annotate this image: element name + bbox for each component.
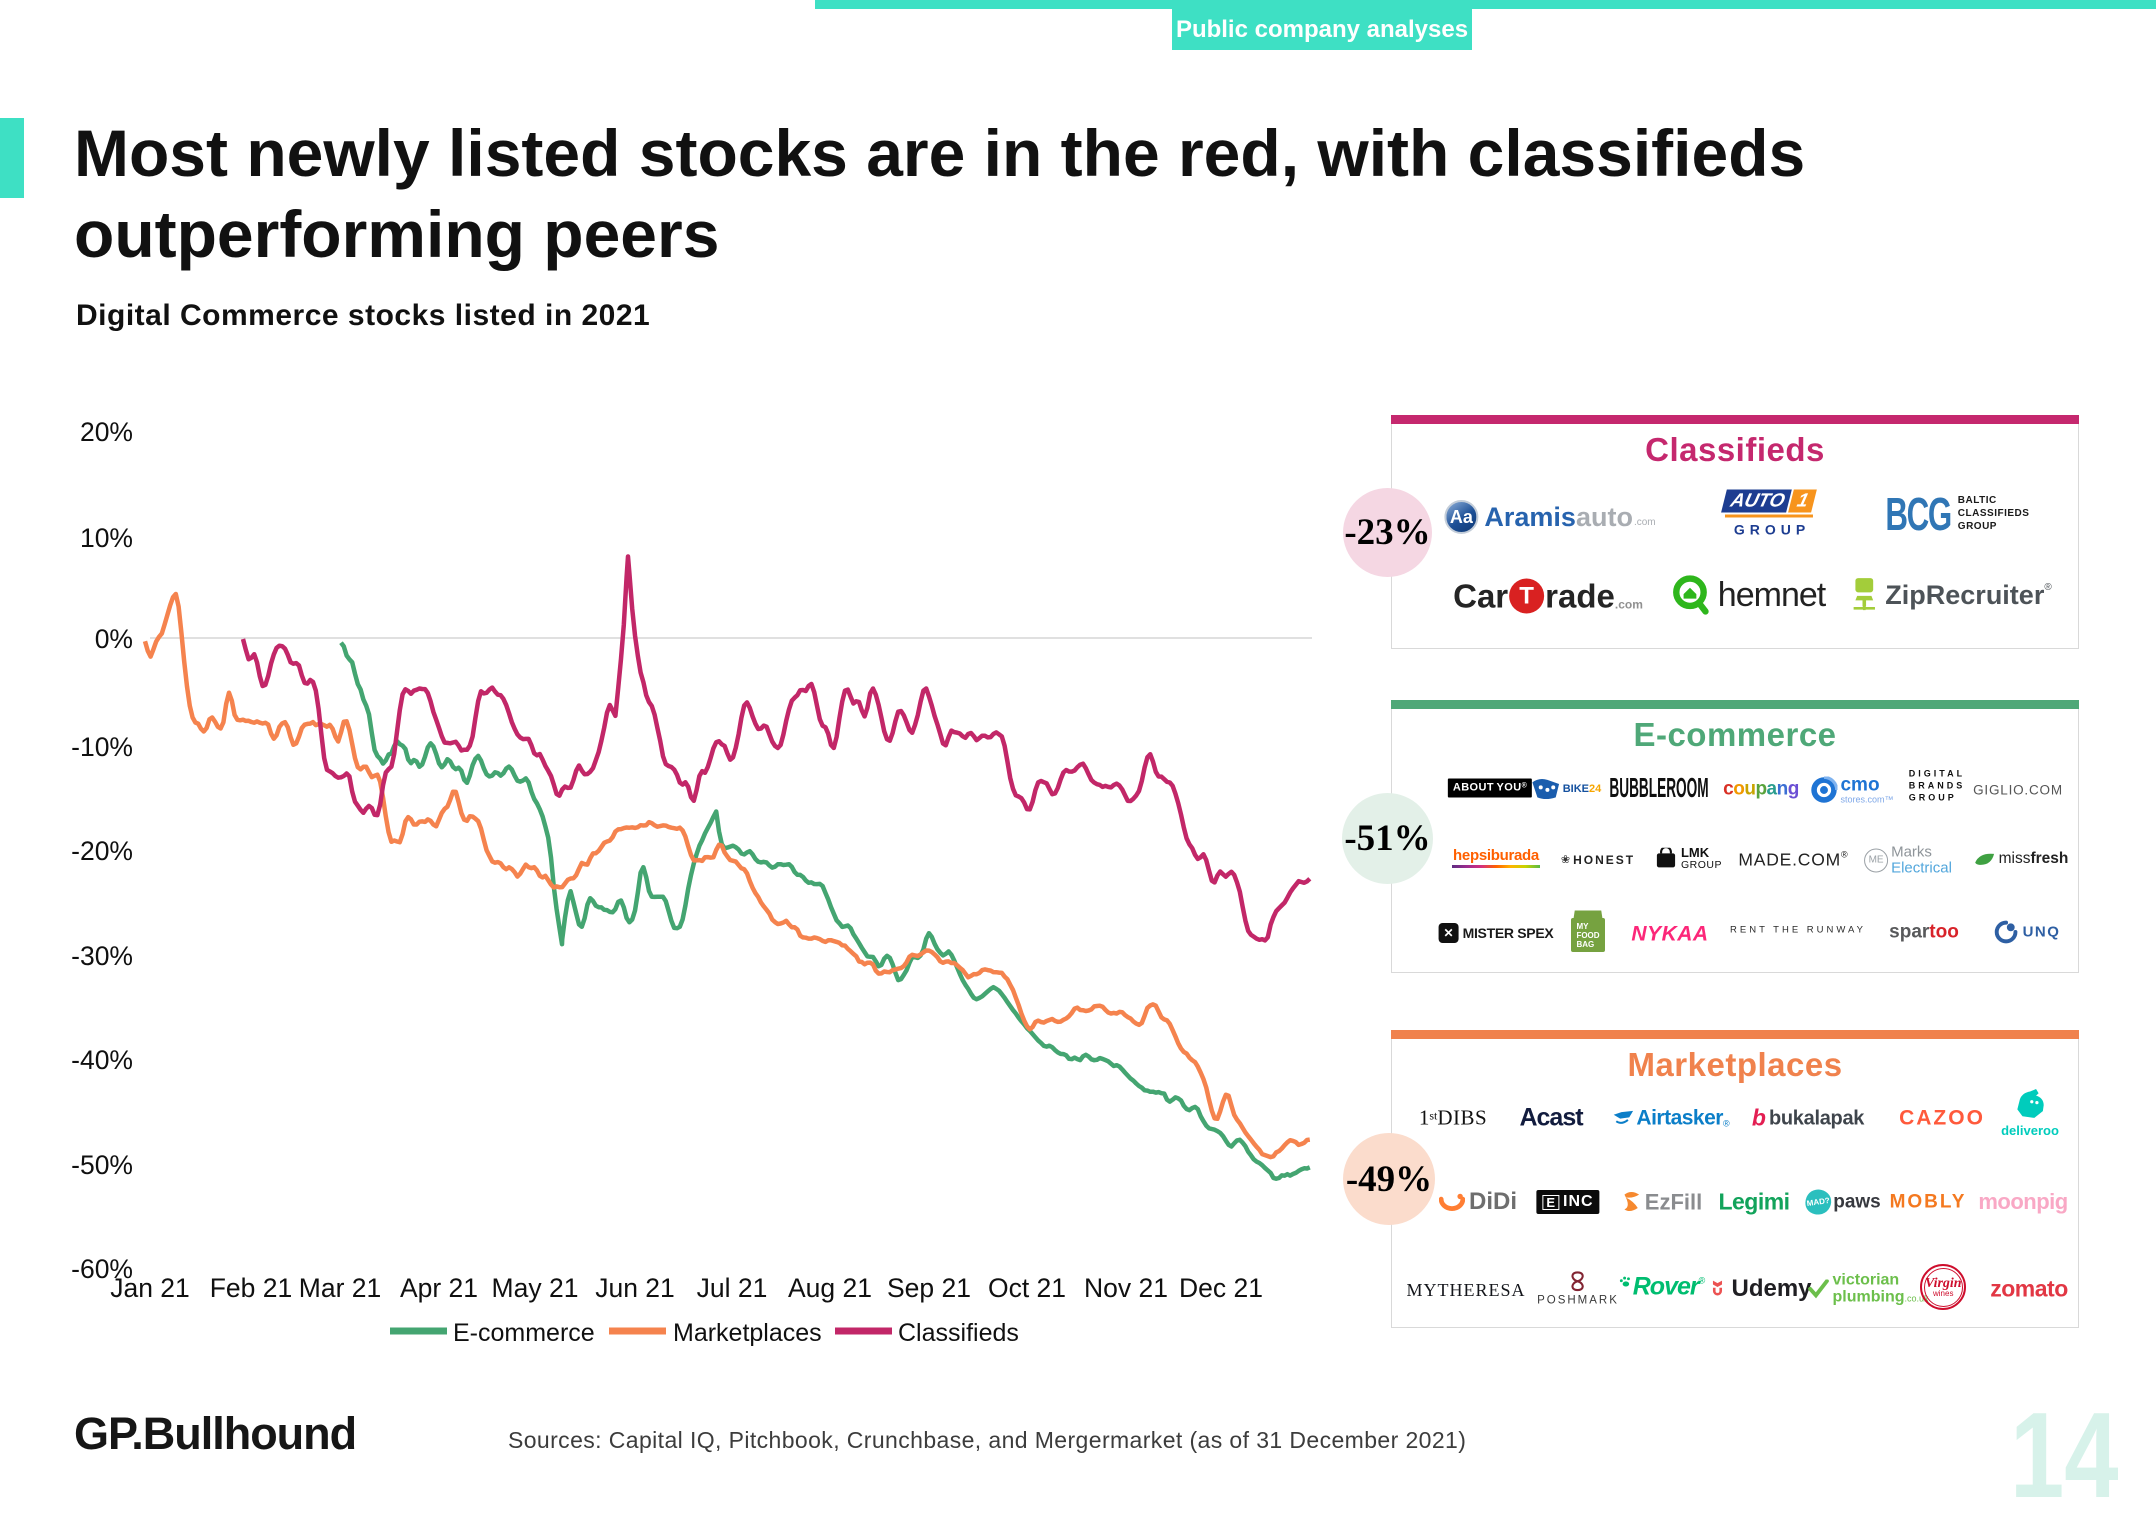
svg-text:Dec 21: Dec 21 bbox=[1179, 1273, 1263, 1303]
svg-text:May 21: May 21 bbox=[492, 1273, 579, 1303]
svg-text:Aug 21: Aug 21 bbox=[788, 1273, 872, 1303]
svg-text:20%: 20% bbox=[80, 417, 133, 447]
svg-text:Jan 21: Jan 21 bbox=[110, 1273, 190, 1303]
svg-text:-10%: -10% bbox=[71, 732, 133, 762]
svg-text:Mar 21: Mar 21 bbox=[299, 1273, 381, 1303]
svg-text:Oct 21: Oct 21 bbox=[988, 1273, 1066, 1303]
svg-text:Apr 21: Apr 21 bbox=[400, 1273, 478, 1303]
svg-text:-40%: -40% bbox=[71, 1045, 133, 1075]
svg-text:Classifieds: Classifieds bbox=[898, 1319, 1019, 1347]
svg-text:Feb 21: Feb 21 bbox=[210, 1273, 293, 1303]
svg-text:Marketplaces: Marketplaces bbox=[673, 1319, 822, 1347]
svg-text:-60%: -60% bbox=[71, 1254, 133, 1284]
svg-text:Nov 21: Nov 21 bbox=[1084, 1273, 1168, 1303]
svg-text:Jun 21: Jun 21 bbox=[595, 1273, 675, 1303]
svg-text:Sep 21: Sep 21 bbox=[887, 1273, 971, 1303]
svg-text:E-commerce: E-commerce bbox=[453, 1319, 595, 1347]
svg-text:Jul 21: Jul 21 bbox=[697, 1273, 768, 1303]
svg-text:-30%: -30% bbox=[71, 941, 133, 971]
svg-text:0%: 0% bbox=[95, 624, 133, 654]
svg-text:-50%: -50% bbox=[71, 1150, 133, 1180]
svg-text:-20%: -20% bbox=[71, 836, 133, 866]
svg-text:10%: 10% bbox=[80, 523, 133, 553]
